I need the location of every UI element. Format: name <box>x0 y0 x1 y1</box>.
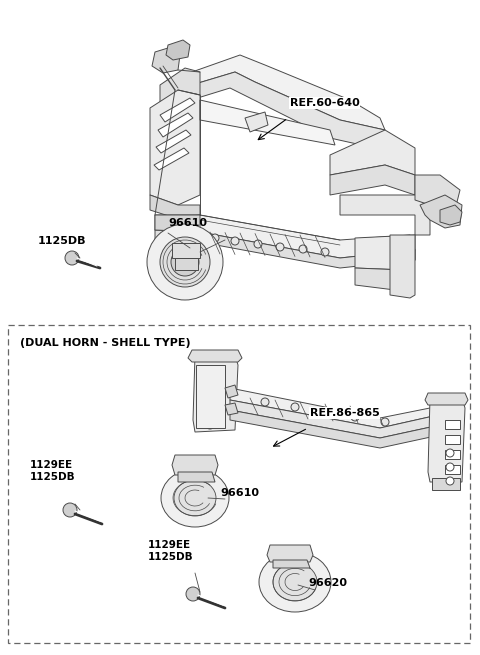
Polygon shape <box>150 195 200 218</box>
Circle shape <box>65 251 79 265</box>
Polygon shape <box>428 398 465 482</box>
Polygon shape <box>445 435 460 444</box>
Polygon shape <box>273 560 310 568</box>
Circle shape <box>179 256 191 268</box>
Polygon shape <box>390 235 415 298</box>
Text: REF.86-865: REF.86-865 <box>310 408 380 418</box>
Circle shape <box>231 237 239 245</box>
Polygon shape <box>155 230 415 268</box>
Circle shape <box>381 418 389 426</box>
Polygon shape <box>178 472 215 482</box>
Polygon shape <box>445 450 460 459</box>
Polygon shape <box>330 165 415 195</box>
Polygon shape <box>445 420 460 429</box>
Polygon shape <box>175 258 198 270</box>
Polygon shape <box>188 350 242 362</box>
Circle shape <box>63 503 77 517</box>
Polygon shape <box>172 455 218 475</box>
Circle shape <box>211 234 219 242</box>
Polygon shape <box>196 365 225 428</box>
Circle shape <box>205 387 215 397</box>
Circle shape <box>205 370 215 380</box>
Polygon shape <box>420 195 462 228</box>
Polygon shape <box>172 243 200 258</box>
Polygon shape <box>267 545 313 562</box>
Circle shape <box>160 237 210 287</box>
Circle shape <box>254 240 262 248</box>
Text: REF.60-640: REF.60-640 <box>290 98 360 108</box>
Circle shape <box>321 248 329 256</box>
Polygon shape <box>440 205 462 225</box>
Polygon shape <box>355 268 405 290</box>
Ellipse shape <box>174 480 216 516</box>
Circle shape <box>205 403 215 413</box>
Ellipse shape <box>161 469 229 527</box>
Circle shape <box>446 477 454 485</box>
Circle shape <box>321 408 329 416</box>
Circle shape <box>446 463 454 471</box>
Ellipse shape <box>259 552 331 612</box>
Text: 1129EE
1125DB: 1129EE 1125DB <box>30 460 76 482</box>
Polygon shape <box>340 195 430 235</box>
Polygon shape <box>156 130 191 153</box>
Text: (DUAL HORN - SHELL TYPE): (DUAL HORN - SHELL TYPE) <box>20 338 191 348</box>
Polygon shape <box>175 72 385 148</box>
Circle shape <box>147 224 223 300</box>
Polygon shape <box>160 98 195 122</box>
Circle shape <box>351 413 359 421</box>
Circle shape <box>276 243 284 251</box>
Polygon shape <box>415 175 460 215</box>
Polygon shape <box>200 100 335 145</box>
Polygon shape <box>230 410 440 448</box>
Polygon shape <box>225 403 238 415</box>
Polygon shape <box>155 215 200 232</box>
Polygon shape <box>158 113 193 137</box>
Circle shape <box>291 403 299 411</box>
Circle shape <box>261 398 269 406</box>
Circle shape <box>446 449 454 457</box>
Polygon shape <box>166 40 190 60</box>
Polygon shape <box>155 215 415 258</box>
Polygon shape <box>432 478 460 490</box>
Ellipse shape <box>273 563 317 601</box>
Text: 96610: 96610 <box>168 218 207 228</box>
Circle shape <box>171 248 199 276</box>
Polygon shape <box>225 385 238 398</box>
Text: 1125DB: 1125DB <box>38 236 86 246</box>
Polygon shape <box>230 400 440 438</box>
Polygon shape <box>160 68 200 110</box>
Polygon shape <box>152 48 180 73</box>
Circle shape <box>299 245 307 253</box>
Bar <box>8 325 470 643</box>
Circle shape <box>205 419 215 429</box>
Polygon shape <box>154 148 189 170</box>
Text: 96610: 96610 <box>220 488 259 498</box>
Polygon shape <box>445 465 460 474</box>
Circle shape <box>186 587 200 601</box>
Polygon shape <box>330 130 415 175</box>
Polygon shape <box>425 393 468 405</box>
Polygon shape <box>175 55 385 130</box>
Polygon shape <box>355 235 415 270</box>
Text: 96620: 96620 <box>308 578 347 588</box>
Polygon shape <box>245 112 268 132</box>
Polygon shape <box>150 90 200 205</box>
Polygon shape <box>193 355 238 432</box>
Polygon shape <box>230 388 438 428</box>
Text: 1129EE
1125DB: 1129EE 1125DB <box>148 540 193 562</box>
